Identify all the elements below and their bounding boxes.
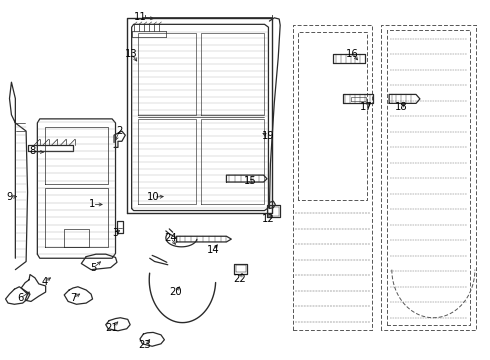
Text: 4: 4	[42, 277, 48, 287]
Text: 1: 1	[89, 199, 96, 210]
Text: 9: 9	[6, 192, 13, 202]
Text: 22: 22	[233, 274, 245, 284]
Text: 6: 6	[17, 293, 24, 303]
Text: 15: 15	[244, 176, 256, 186]
Text: 7: 7	[70, 293, 76, 303]
Text: 2: 2	[116, 126, 122, 136]
Text: 21: 21	[106, 323, 119, 333]
Text: 23: 23	[139, 340, 151, 350]
Text: 5: 5	[90, 262, 97, 273]
Text: 20: 20	[170, 287, 182, 297]
Text: 12: 12	[262, 214, 275, 224]
Text: 16: 16	[346, 49, 359, 59]
Text: 10: 10	[147, 192, 160, 202]
Text: 3: 3	[112, 228, 119, 238]
Text: 24: 24	[165, 233, 177, 243]
Text: 13: 13	[125, 49, 138, 59]
Text: 18: 18	[395, 102, 408, 112]
Text: 11: 11	[134, 12, 147, 22]
Text: 14: 14	[207, 245, 220, 255]
Text: 19: 19	[262, 131, 275, 141]
Text: 17: 17	[360, 102, 372, 112]
Text: 8: 8	[29, 147, 36, 157]
